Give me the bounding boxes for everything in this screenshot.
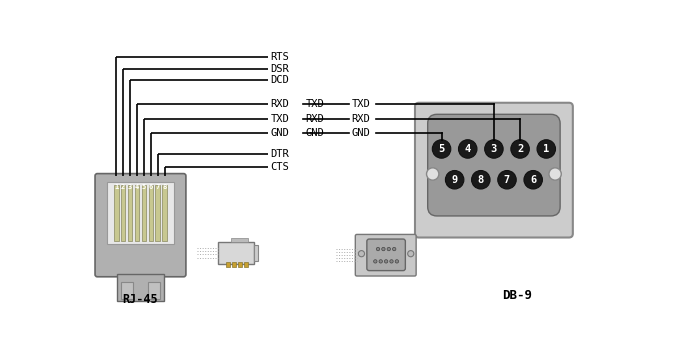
Bar (117, 274, 164, 301)
FancyBboxPatch shape (415, 103, 573, 237)
Bar (231, 238, 248, 242)
Text: DSR: DSR (271, 64, 289, 74)
Circle shape (376, 247, 380, 251)
Circle shape (472, 170, 490, 189)
Text: 2: 2 (517, 144, 523, 154)
FancyBboxPatch shape (367, 239, 405, 271)
Bar (254, 245, 258, 261)
Text: 4: 4 (464, 144, 471, 154)
Circle shape (524, 170, 542, 189)
Circle shape (549, 168, 561, 180)
Bar (238, 262, 242, 267)
Text: 8: 8 (163, 184, 167, 190)
Text: 8: 8 (478, 175, 484, 185)
Circle shape (498, 170, 516, 189)
Text: 2: 2 (121, 184, 125, 190)
Text: CTS: CTS (271, 162, 289, 172)
Circle shape (374, 260, 377, 263)
Text: GND: GND (271, 128, 289, 138)
Text: DTR: DTR (271, 149, 289, 158)
Bar (226, 262, 229, 267)
FancyBboxPatch shape (95, 174, 186, 277)
Circle shape (511, 140, 530, 158)
Bar (148, 282, 160, 299)
Text: 4: 4 (135, 184, 139, 190)
Text: 5: 5 (438, 144, 445, 154)
Circle shape (395, 260, 398, 263)
Text: 3: 3 (128, 184, 132, 190)
Text: TXD: TXD (351, 98, 370, 108)
Text: 9: 9 (452, 175, 458, 185)
Circle shape (458, 140, 477, 158)
FancyBboxPatch shape (427, 114, 560, 216)
Bar (232, 262, 236, 267)
Text: 6: 6 (149, 184, 153, 190)
Bar (244, 262, 248, 267)
Bar (141, 185, 146, 240)
Circle shape (427, 168, 439, 180)
Bar (155, 185, 160, 240)
Text: DCD: DCD (271, 75, 289, 85)
Text: 1: 1 (114, 184, 118, 190)
Circle shape (392, 247, 396, 251)
Text: RXD: RXD (306, 114, 324, 124)
Bar (121, 185, 125, 240)
Text: 5: 5 (142, 184, 146, 190)
Text: 1: 1 (543, 144, 549, 154)
Circle shape (446, 170, 464, 189)
FancyBboxPatch shape (355, 234, 416, 276)
Bar (106, 182, 174, 244)
Bar (218, 242, 254, 264)
Text: RTS: RTS (271, 52, 289, 62)
Circle shape (387, 247, 390, 251)
Text: 7: 7 (504, 175, 510, 185)
Circle shape (390, 260, 393, 263)
Text: TXD: TXD (306, 98, 324, 108)
Text: GND: GND (306, 128, 324, 138)
Bar (128, 185, 133, 240)
Text: 6: 6 (530, 175, 536, 185)
Circle shape (382, 247, 385, 251)
Bar (149, 185, 153, 240)
Bar (121, 282, 133, 299)
Text: RJ-45: RJ-45 (122, 293, 158, 306)
Circle shape (359, 251, 365, 257)
Circle shape (384, 260, 388, 263)
Text: DB-9: DB-9 (502, 289, 532, 302)
Bar (162, 185, 167, 240)
Bar (135, 185, 139, 240)
Bar (114, 185, 118, 240)
Circle shape (537, 140, 555, 158)
Text: 7: 7 (155, 184, 160, 190)
Text: 3: 3 (491, 144, 497, 154)
Text: RXD: RXD (271, 98, 289, 108)
Circle shape (485, 140, 503, 158)
Circle shape (408, 251, 414, 257)
Circle shape (432, 140, 451, 158)
Text: GND: GND (351, 128, 370, 138)
Text: TXD: TXD (271, 114, 289, 124)
Text: RXD: RXD (351, 114, 370, 124)
Circle shape (379, 260, 382, 263)
